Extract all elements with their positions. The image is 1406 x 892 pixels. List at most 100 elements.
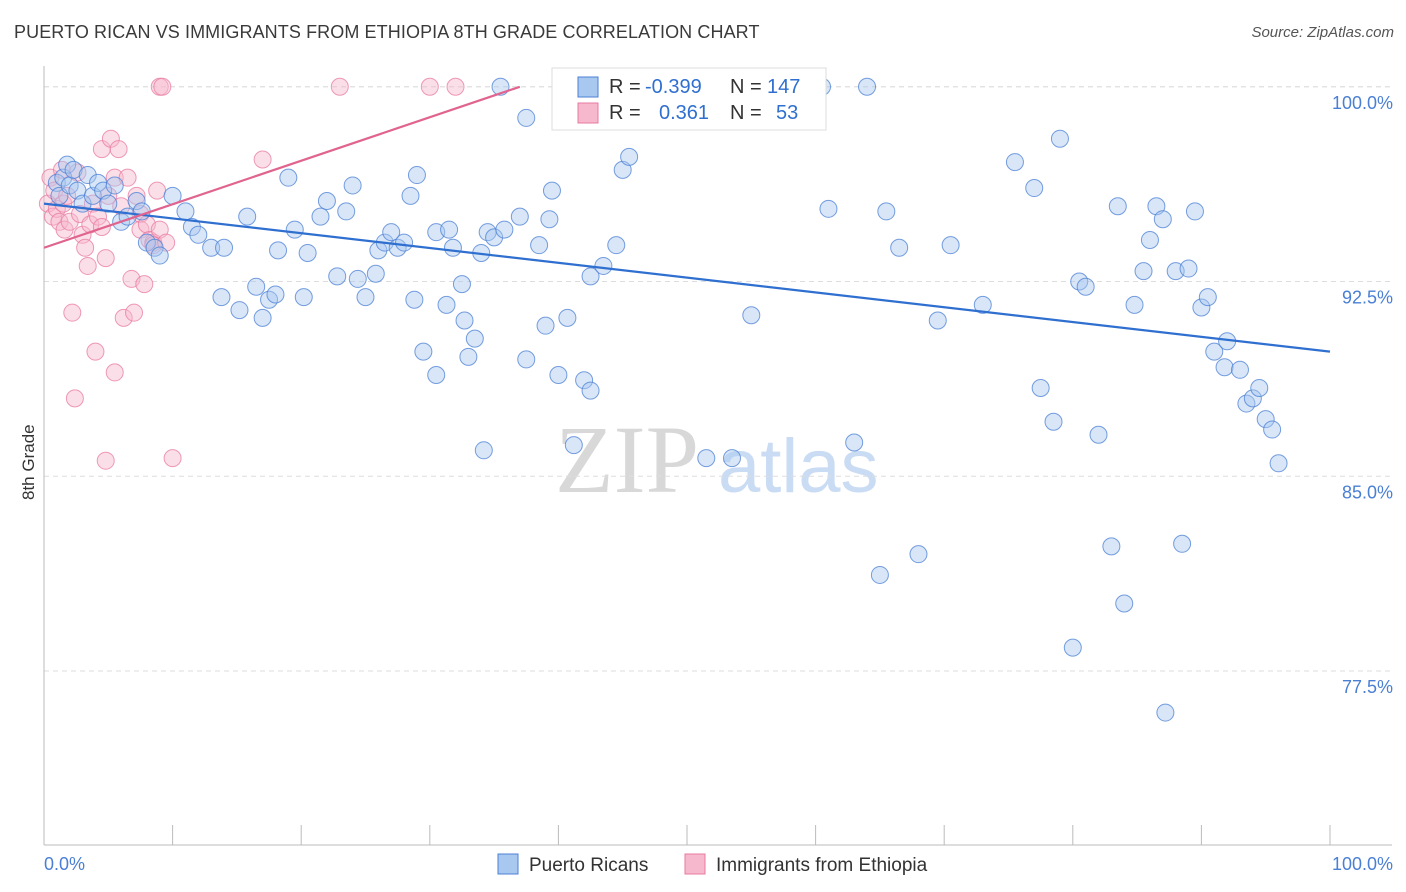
point-puerto-rican [78,166,97,185]
legend-n-value-1: 147 [767,76,800,98]
point-puerto-rican [1263,420,1282,439]
point-puerto-rican [1250,378,1269,397]
point-puerto-rican [1269,454,1288,473]
point-puerto-rican [105,176,124,195]
x-tick-label-min: 0.0% [44,854,85,874]
point-puerto-rican [1102,537,1121,556]
point-ethiopia [96,249,115,268]
point-puerto-rican [247,277,266,296]
legend-label-puerto-ricans: Puerto Ricans [529,855,648,876]
point-ethiopia [96,451,115,470]
point-puerto-rican [530,236,549,255]
point-puerto-rican [1243,389,1262,408]
y-tick-label: 85.0% [1342,482,1393,502]
point-puerto-rican [1256,410,1275,429]
x-tick-label-max: 100.0% [1332,854,1393,874]
point-puerto-rican [366,264,385,283]
point-puerto-rican [1173,534,1192,553]
point-puerto-rican [542,181,561,200]
point-puerto-rican [343,176,362,195]
legend-swatch-pink [577,102,599,124]
point-ethiopia [101,129,120,148]
point-puerto-rican [465,329,484,348]
point-puerto-rican [1115,594,1134,613]
point-puerto-rican [382,223,401,242]
trend-lines [43,85,1331,353]
point-ethiopia [148,181,167,200]
y-axis-label: 8th Grade [19,424,38,500]
point-ethiopia [157,233,176,252]
point-puerto-rican [443,238,462,257]
data-points [38,77,1288,722]
point-ethiopia [65,389,84,408]
point-puerto-rican [1147,197,1166,216]
legend-n-label-2: N = [730,102,762,124]
point-ethiopia [89,207,108,226]
point-puerto-rican [877,202,896,221]
y-tick-label: 92.5% [1342,288,1393,308]
point-puerto-rican [613,160,632,179]
point-puerto-rican [1230,360,1249,379]
point-puerto-rican [890,238,909,257]
point-puerto-rican [176,202,195,221]
point-puerto-rican [1205,342,1224,361]
point-puerto-rican [581,267,600,286]
point-puerto-rican [253,308,272,327]
gridlines [44,86,1392,672]
point-ethiopia [63,303,82,322]
point-puerto-rican [1156,703,1175,722]
point-ethiopia [135,275,154,294]
point-ethiopia [105,363,124,382]
point-puerto-rican [405,290,424,309]
point-puerto-rican [1125,295,1144,314]
legend-swatch-blue [577,76,599,98]
point-ethiopia [150,220,169,239]
trend-line-puerto-ricans [43,202,1331,353]
point-ethiopia [125,303,144,322]
legend-r-label-2: R = [609,102,641,124]
point-puerto-rican [150,246,169,265]
legend-n-value-2: 53 [776,102,798,124]
point-puerto-rican [285,220,304,239]
point-puerto-rican [356,288,375,307]
point-puerto-rican [620,147,639,166]
point-puerto-rican [395,233,414,252]
watermark-atlas: atlas [718,424,879,509]
point-puerto-rican [549,366,568,385]
point-puerto-rican [1215,358,1234,377]
point-puerto-rican [298,243,317,262]
point-puerto-rican [266,285,285,304]
point-puerto-rican [440,220,459,239]
legend-r-label-1: R = [609,76,641,98]
tick-labels: 77.5% 85.0% 92.5% 100.0% 0.0% 100.0% [44,93,1393,874]
trend-line-ethiopia [43,85,521,249]
legend-r-value-2: 0.361 [659,102,709,124]
point-ethiopia [99,186,118,205]
point-puerto-rican [558,308,577,327]
point-ethiopia [105,168,124,187]
point-puerto-rican [1179,259,1198,278]
point-puerto-rican [485,228,504,247]
point-ethiopia [420,77,439,96]
point-puerto-rican [845,433,864,452]
point-puerto-rican [294,288,313,307]
legend-swatch-ethiopia [684,853,706,875]
point-puerto-rican [279,168,298,187]
point-puerto-rican [928,311,947,330]
point-puerto-rican [1050,129,1069,148]
point-puerto-rican [401,186,420,205]
point-puerto-rican [607,236,626,255]
point-puerto-rican [202,238,221,257]
point-ethiopia [86,342,105,361]
point-puerto-rican [517,350,536,369]
point-ethiopia [330,77,349,96]
watermark-zip: ZIP [555,406,699,513]
point-puerto-rican [64,160,83,179]
point-puerto-rican [909,545,928,564]
legend-swatch-puerto-ricans [497,853,519,875]
point-puerto-rican [742,306,761,325]
point-ethiopia [109,140,128,159]
point-puerto-rican [819,199,838,218]
point-puerto-rican [517,108,536,127]
